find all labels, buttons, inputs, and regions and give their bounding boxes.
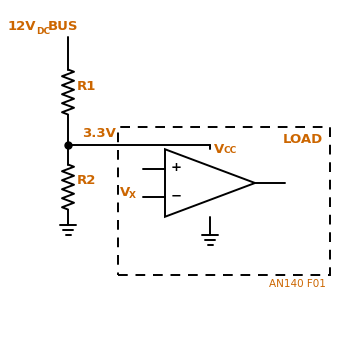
Text: DC: DC xyxy=(36,27,50,36)
Text: V: V xyxy=(120,186,130,200)
Text: R2: R2 xyxy=(77,175,96,187)
Text: +: + xyxy=(171,161,182,174)
Text: V: V xyxy=(214,143,224,156)
Text: R1: R1 xyxy=(77,80,96,93)
Text: BUS: BUS xyxy=(48,20,79,33)
Text: CC: CC xyxy=(224,146,237,155)
Text: 12V: 12V xyxy=(8,20,37,33)
Text: AN140 F01: AN140 F01 xyxy=(269,279,326,289)
Text: X: X xyxy=(129,191,136,201)
Text: 3.3V: 3.3V xyxy=(82,127,116,140)
Text: LOAD: LOAD xyxy=(283,133,323,146)
Text: −: − xyxy=(171,190,182,203)
